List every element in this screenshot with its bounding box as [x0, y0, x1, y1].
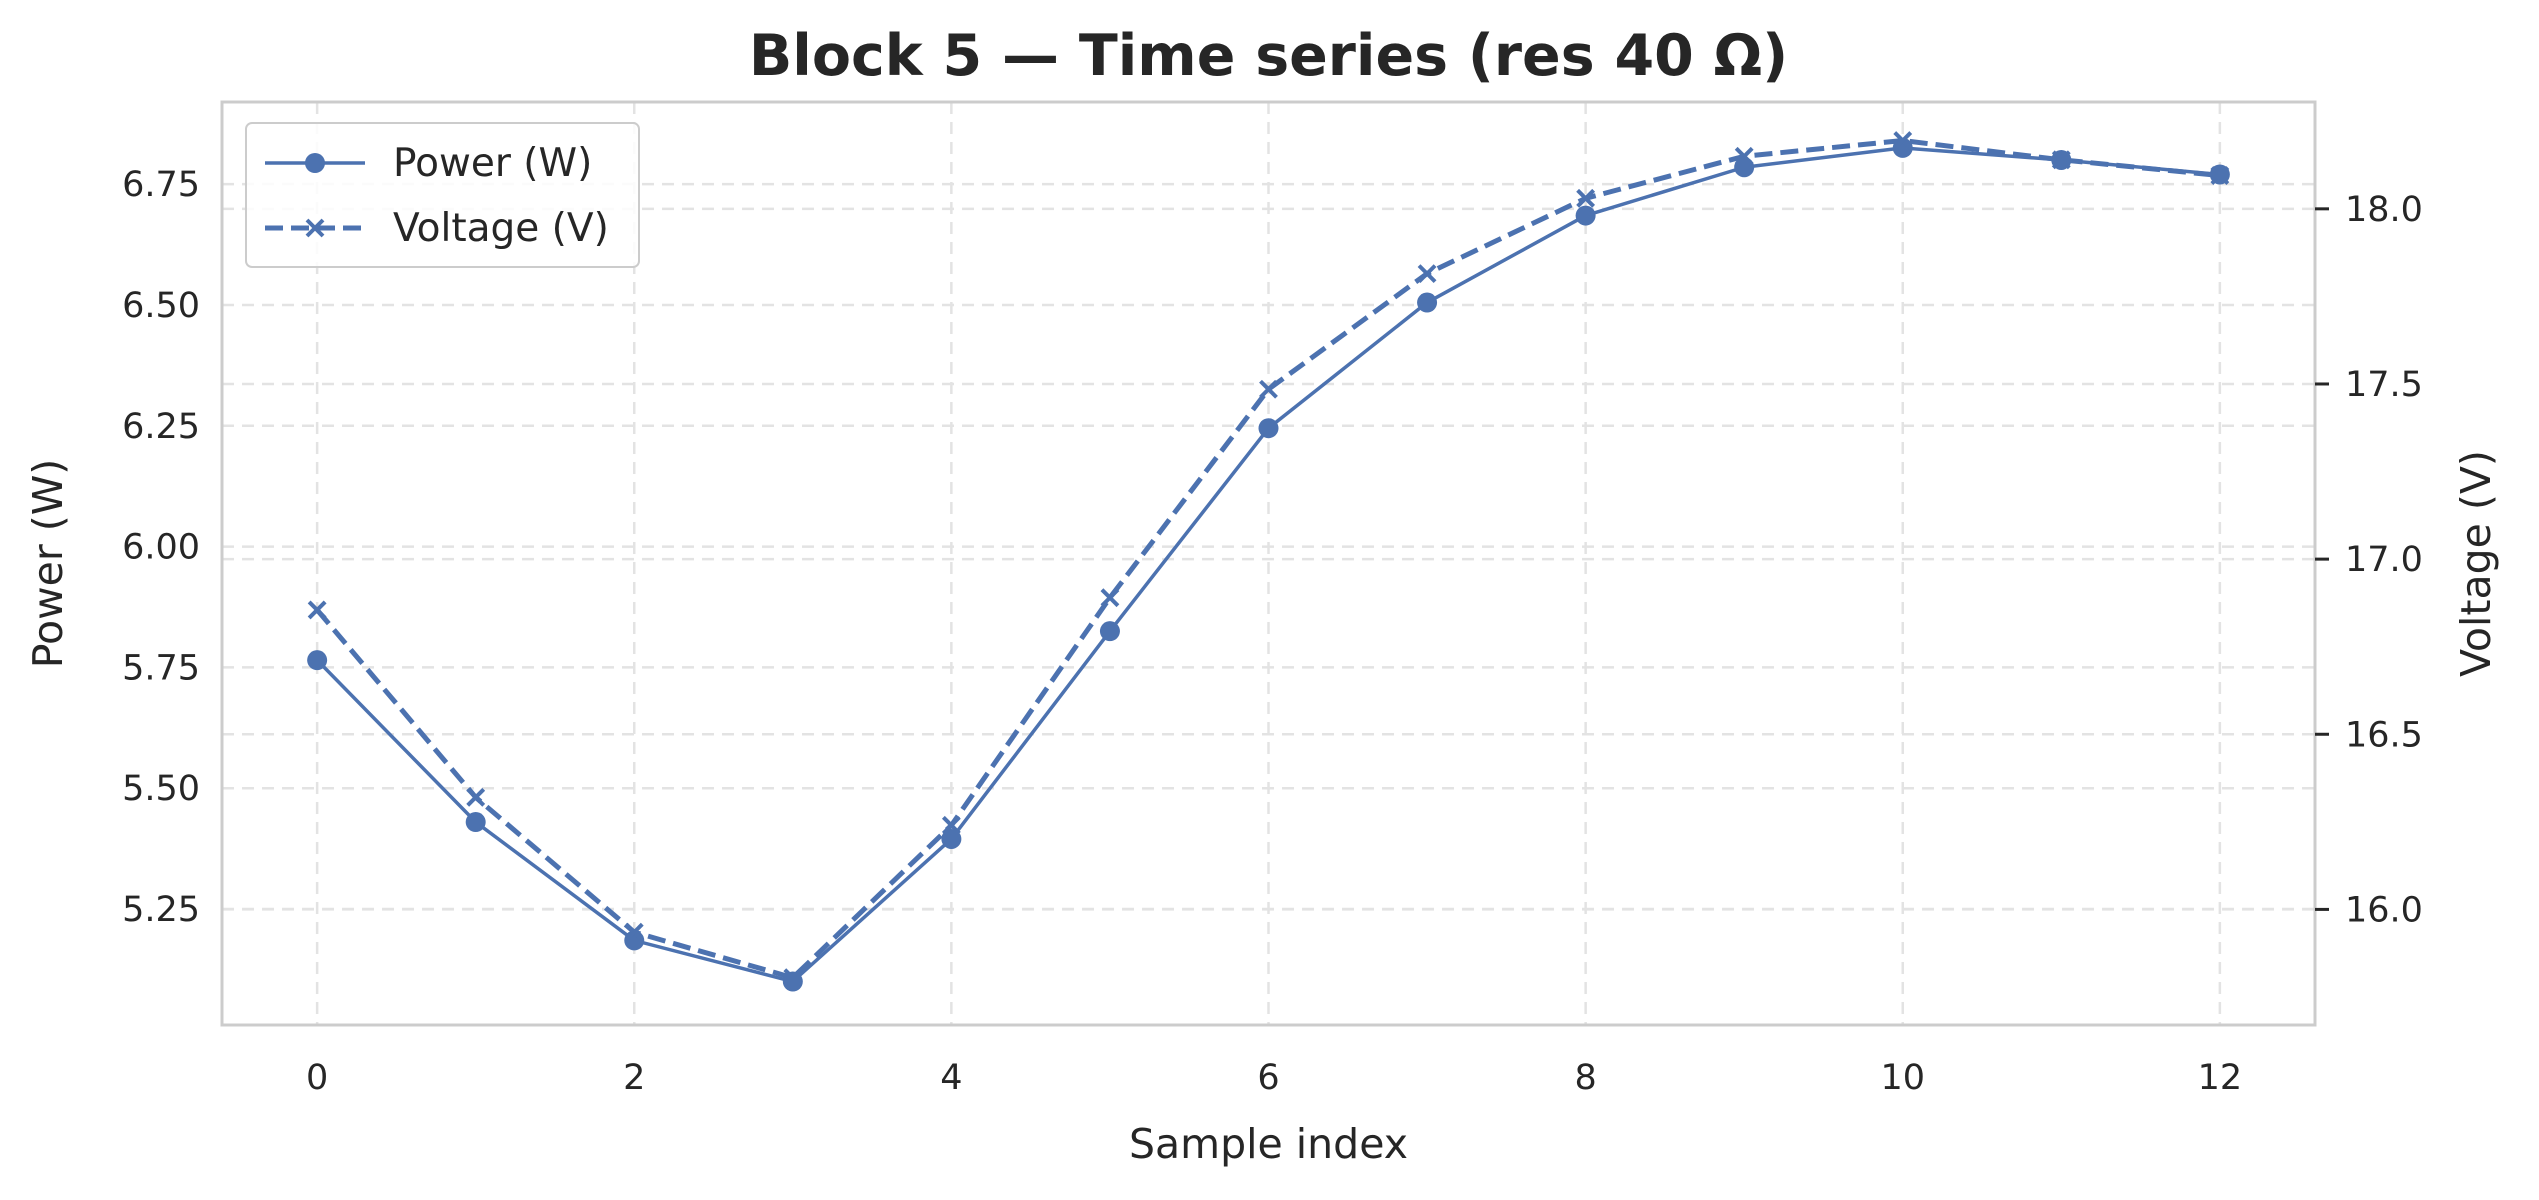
- marker-stroke: [1893, 131, 1913, 150]
- marker-stroke: [307, 600, 327, 620]
- y-axis-label: Power (W): [24, 459, 72, 669]
- y-tick-label: 6.75: [122, 165, 200, 205]
- y-tick-label: 6.25: [122, 407, 200, 447]
- chart-title: Block 5 — Time series (res 40 Ω): [749, 23, 1788, 89]
- y2-axis-label: Voltage (V): [2452, 450, 2500, 677]
- data-point: [1258, 418, 1279, 439]
- x-tick-label: 6: [1257, 1058, 1279, 1098]
- legend: Power (W) Voltage (V): [245, 122, 640, 268]
- x-tick-label: 8: [1574, 1058, 1596, 1098]
- series-voltage: [307, 131, 2230, 988]
- y-tick-label: 5.25: [122, 890, 200, 930]
- data-point: [1417, 292, 1438, 313]
- data-point: [1100, 588, 1120, 608]
- data-point: [941, 815, 961, 835]
- marker-stroke: [466, 787, 486, 807]
- data-point: [2051, 150, 2071, 170]
- legend-items: Power (W) Voltage (V): [265, 141, 609, 251]
- x-tick-label: 0: [306, 1058, 328, 1098]
- plot-frame: [220, 100, 2317, 1027]
- data-point: [941, 828, 962, 849]
- x-tick-label: 2: [623, 1058, 645, 1098]
- data-point: [2210, 166, 2230, 185]
- x-tick-label: 4: [940, 1058, 962, 1098]
- data-point: [1575, 205, 1596, 226]
- data-point: [307, 650, 328, 671]
- series-layer: [307, 131, 2230, 992]
- marker-stroke: [624, 922, 644, 942]
- y2-tick-label: 17.5: [2345, 365, 2423, 405]
- data-point: [624, 922, 644, 942]
- y-tick-label: 6.00: [122, 528, 200, 568]
- marker-stroke: [1259, 379, 1278, 399]
- data-point: [1259, 379, 1278, 399]
- data-point: [465, 812, 486, 833]
- marker-stroke: [1100, 588, 1120, 608]
- y-tick-label: 5.75: [122, 648, 200, 688]
- marker-stroke: [2210, 166, 2230, 185]
- marker-stroke: [2051, 150, 2071, 170]
- y2-tick-label: 16.5: [2345, 715, 2423, 755]
- marker-stroke: [1417, 264, 1437, 284]
- y-tick-label: 5.50: [122, 769, 200, 809]
- grid: [222, 102, 2315, 1025]
- x-tick-label: 10: [1880, 1058, 1925, 1098]
- data-point: [1417, 264, 1437, 284]
- x-tick-label: 12: [2198, 1058, 2243, 1098]
- data-point: [1893, 131, 1913, 150]
- marker-stroke: [941, 815, 961, 835]
- marker-stroke: [1734, 146, 1754, 166]
- marker-stroke: [305, 218, 325, 238]
- data-point: [466, 787, 486, 807]
- tick-labels: 0 2 4 6 8 10 12 5.25 5.50 5.75 6.00 6.25 6.50 6.75 16.…: [122, 165, 2423, 1098]
- marker-stroke: [1576, 188, 1596, 208]
- y2-tick-label: 18.0: [2345, 190, 2423, 230]
- data-point: [305, 153, 325, 173]
- data-point: [307, 600, 327, 620]
- data-point: [1099, 621, 1120, 642]
- data-point: [783, 968, 803, 988]
- legend-item: Voltage (V): [265, 206, 609, 251]
- data-point: [305, 218, 325, 238]
- x-axis-label: Sample index: [1129, 1120, 1408, 1168]
- marker-stroke: [783, 968, 803, 988]
- data-point: [1576, 188, 1596, 208]
- legend-label: Voltage (V): [393, 206, 609, 251]
- legend-box: [245, 122, 640, 268]
- legend-label: Power (W): [393, 141, 592, 186]
- data-point: [1734, 146, 1754, 166]
- legend-item: Power (W): [265, 141, 592, 186]
- y2-tick-label: 17.0: [2345, 540, 2423, 580]
- y-tick-label: 6.50: [122, 286, 200, 326]
- y2-tick-label: 16.0: [2345, 890, 2423, 930]
